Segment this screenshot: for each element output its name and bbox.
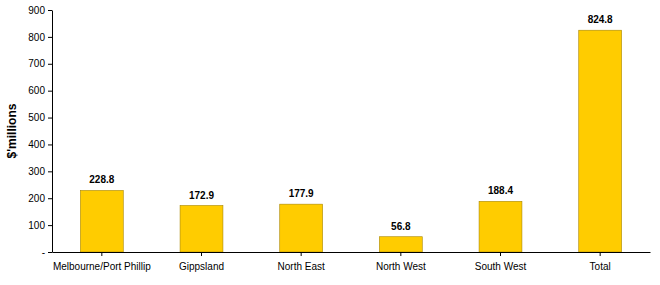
y-tick-mark [48,37,52,38]
x-tick: North West [376,252,426,272]
y-tick-label: 600 [28,85,45,96]
y-tick-mark [48,10,52,11]
y-tick-mark [48,252,52,253]
y-tick-mark [48,64,52,65]
data-label: 177.9 [289,188,314,199]
y-tick: 900 [28,5,52,16]
data-label: 228.8 [89,174,114,185]
bar [479,201,522,252]
x-tick-mark [201,252,202,256]
x-tick-label: Melbourne/Port Phillip [53,261,151,272]
y-tick-label: - [42,247,45,258]
bar [379,237,422,252]
y-tick: 300 [28,166,52,177]
x-tick-label: Gippsland [179,261,224,272]
x-tick-mark [500,252,501,256]
y-tick: 800 [28,32,52,43]
y-tick: - [42,247,52,258]
x-tick-mark [600,252,601,256]
x-axis-line [53,252,651,253]
y-tick-label: 300 [28,166,45,177]
x-tick-mark [101,252,102,256]
data-label: 56.8 [391,221,411,232]
x-tick-label: South West [475,261,527,272]
bar [80,190,123,252]
x-tick-label: North East [278,261,325,272]
y-tick-label: 900 [28,5,45,16]
y-tick-mark [48,91,52,92]
y-axis-line [52,11,53,253]
data-label: 172.9 [189,190,214,201]
y-tick-label: 100 [28,220,45,231]
data-label: 824.8 [588,14,613,25]
y-tick-label: 700 [28,58,45,69]
y-tick-label: 500 [28,112,45,123]
y-tick-mark [48,225,52,226]
y-tick-mark [48,198,52,199]
bar [579,30,622,252]
x-tick: South West [475,252,527,272]
bar [280,204,323,252]
x-tick: Melbourne/Port Phillip [53,252,151,272]
y-tick-label: 200 [28,193,45,204]
y-tick: 400 [28,139,52,150]
plot-area [80,30,621,252]
y-tick-mark [48,171,52,172]
x-tick-label: Total [590,261,611,272]
x-axis: Melbourne/Port Phillip Gippsland North Eas… [53,252,651,272]
x-tick-mark [400,252,401,256]
y-tick-mark [48,144,52,145]
x-tick-label: North West [376,261,426,272]
x-tick: Gippsland [179,252,224,272]
y-tick-label: 800 [28,32,45,43]
y-tick: 700 [28,58,52,69]
y-tick: 600 [28,85,52,96]
y-tick: 500 [28,112,52,123]
x-tick: Total [590,252,611,272]
data-label: 188.4 [488,185,513,196]
data-labels: 228.8 172.9 177.9 56.8 188.4 824.8 [89,14,613,232]
y-axis: - 100 200 300 400 500 600 700 800 900 [28,5,52,258]
bar [180,206,223,252]
y-tick: 200 [28,193,52,204]
chart: - 100 200 300 400 500 600 700 800 900 Melbourne/Po… [0,0,660,285]
y-tick-mark [48,118,52,119]
y-tick: 100 [28,220,52,231]
x-tick-mark [301,252,302,256]
x-tick: North East [278,252,325,272]
y-axis-title: $'millions [5,103,19,158]
y-tick-label: 400 [28,139,45,150]
